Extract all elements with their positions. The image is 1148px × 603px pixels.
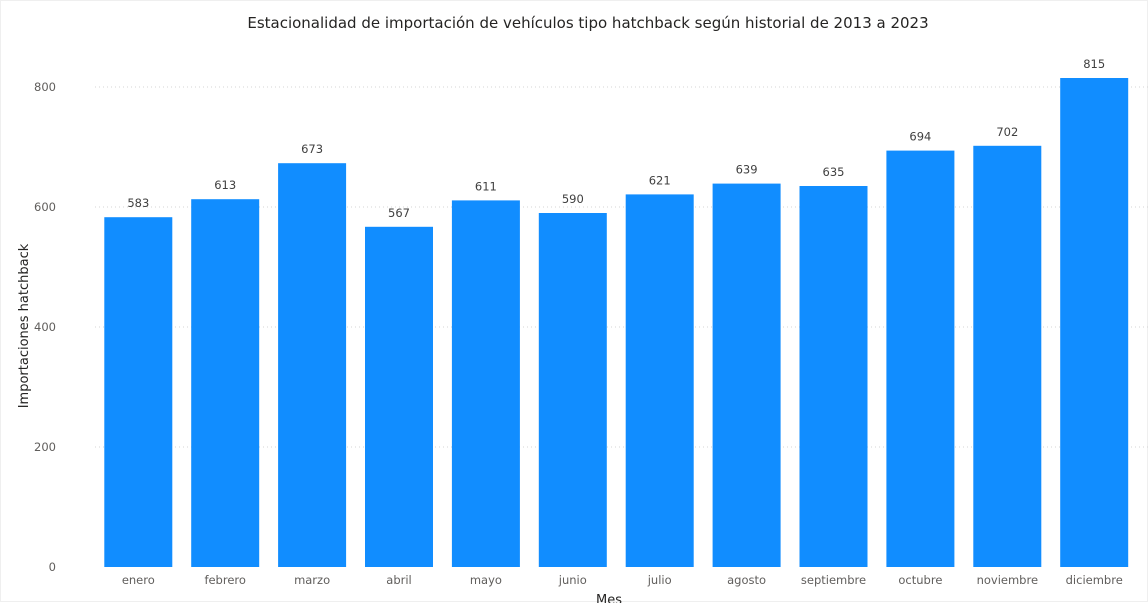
- y-tick-label: 800: [34, 80, 56, 94]
- data-label: 583: [127, 196, 149, 210]
- x-tick-label: mayo: [470, 573, 502, 587]
- bar-octubre[interactable]: [886, 150, 955, 567]
- x-tick-label: agosto: [727, 573, 766, 587]
- bar-marzo[interactable]: [278, 163, 347, 567]
- x-tick-label: enero: [122, 573, 155, 587]
- bar-noviembre[interactable]: [973, 145, 1042, 568]
- data-label: 590: [562, 192, 584, 206]
- data-label: 567: [388, 206, 410, 220]
- bar-junio[interactable]: [538, 213, 607, 567]
- x-tick-label: octubre: [898, 573, 942, 587]
- data-label: 639: [736, 163, 758, 177]
- x-tick-label: junio: [558, 573, 587, 587]
- bar-mayo[interactable]: [451, 200, 520, 567]
- data-label: 613: [214, 178, 236, 192]
- y-axis-title: Importaciones hatchback: [17, 243, 32, 408]
- bars: [104, 78, 1129, 568]
- data-label: 702: [996, 125, 1018, 139]
- bar-septiembre[interactable]: [799, 186, 868, 567]
- data-label: 673: [301, 142, 323, 156]
- y-tick-label: 0: [49, 560, 56, 574]
- y-tick-label: 200: [34, 440, 56, 454]
- bar-diciembre[interactable]: [1060, 78, 1129, 567]
- data-label: 621: [649, 173, 671, 187]
- bar-julio[interactable]: [625, 194, 694, 567]
- bar-agosto[interactable]: [712, 183, 781, 567]
- x-tick-label: diciembre: [1066, 573, 1123, 587]
- x-tick-label: noviembre: [977, 573, 1038, 587]
- chart-title: Estacionalidad de importación de vehícul…: [247, 14, 928, 32]
- bar-enero[interactable]: [104, 217, 173, 567]
- x-tick-label: febrero: [204, 573, 246, 587]
- x-axis-ticks: enero febrero marzo abril mayo junio julio agos…: [122, 573, 1123, 587]
- x-tick-label: marzo: [294, 573, 330, 587]
- data-label: 635: [823, 165, 845, 179]
- x-tick-label: julio: [647, 573, 672, 587]
- data-label: 611: [475, 179, 497, 193]
- data-label: 694: [909, 130, 931, 144]
- data-labels: 583 613 673 567 611 590 621 639 635 694 702 815: [127, 57, 1105, 220]
- x-tick-label: septiembre: [801, 573, 866, 587]
- data-label: 815: [1083, 57, 1105, 71]
- bar-abril[interactable]: [365, 226, 433, 568]
- y-tick-label: 400: [34, 320, 56, 334]
- y-axis-ticks: 0 200 400 600 800: [34, 80, 56, 574]
- x-tick-label: abril: [386, 573, 411, 587]
- bar-febrero[interactable]: [191, 199, 260, 567]
- x-axis-title: Mes: [596, 593, 622, 603]
- y-tick-label: 600: [34, 200, 56, 214]
